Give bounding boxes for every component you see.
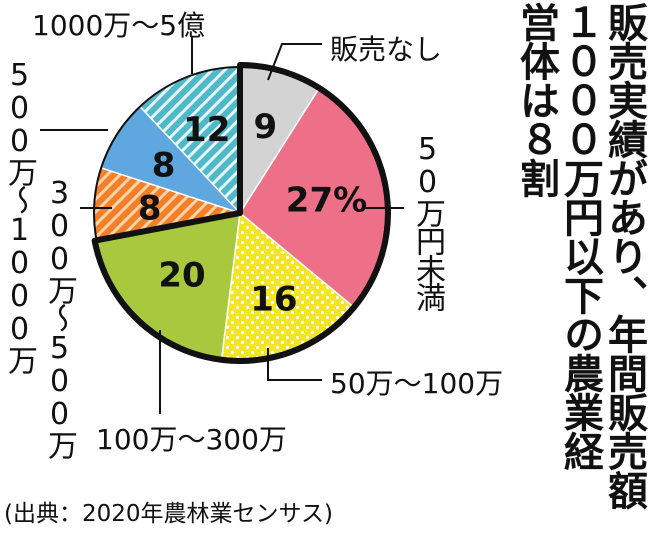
slice-value-300-500: 8: [138, 188, 162, 228]
headline-column-3: 営体は８割: [513, 2, 559, 197]
headline-column-1: 販売実績があり、年間販売額: [601, 2, 647, 509]
leader-50-100: [267, 348, 322, 381]
highlight-outline: [91, 62, 391, 364]
category-label-none: 販売なし: [330, 33, 443, 66]
category-label-300-500: 300万～500万: [42, 176, 77, 458]
slice-value-none: 9: [253, 107, 277, 147]
leader-lines: [40, 36, 404, 414]
category-label-1000-5oku: 1000万～5億: [32, 9, 206, 42]
highlight-80-percent-outline: [91, 62, 391, 364]
source-note: (出典：2020年農林業センサス): [4, 501, 334, 527]
slice-value-1000-5oku: 12: [183, 110, 230, 150]
pie-slices: [93, 66, 387, 360]
leader-none: [267, 43, 322, 81]
category-label-under50: 50万円未満: [410, 132, 445, 310]
slice-value-100-300: 20: [158, 256, 205, 296]
headline-column-2: １０００万円以下の農業経: [557, 2, 603, 470]
slice-value-under50: 27%: [286, 180, 367, 220]
slice-value-500-1000: 8: [152, 146, 176, 186]
category-label-500-1000: 500万～1000万: [2, 58, 37, 373]
slice-value-50-100: 16: [250, 280, 297, 320]
category-label-100-300: 100万～300万: [96, 423, 287, 456]
category-label-50-100: 50万～100万: [330, 367, 504, 400]
